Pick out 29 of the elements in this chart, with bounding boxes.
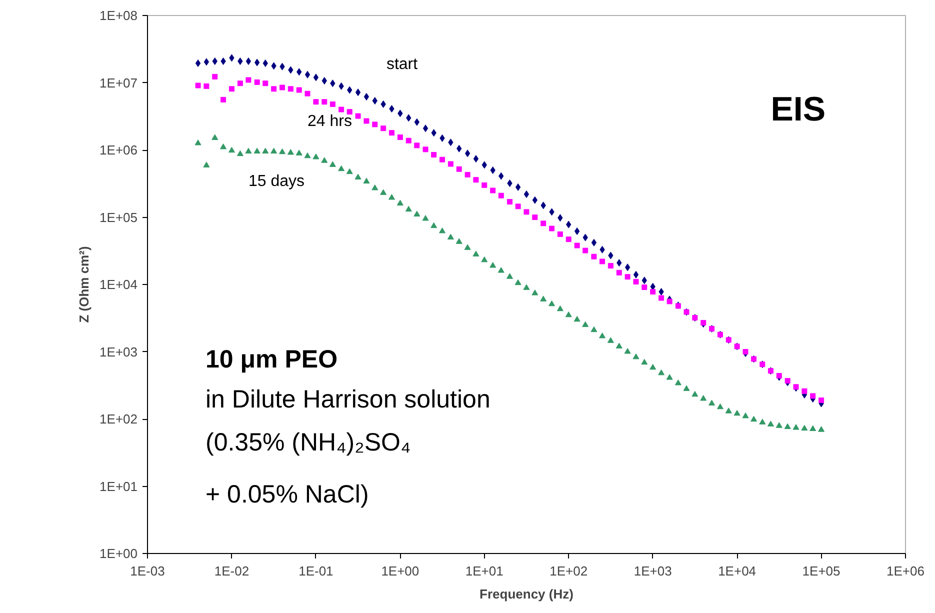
annotation: + 0.05% NaCl) (206, 480, 369, 508)
annotation: (0.35% (NH₄)₂SO₄ (206, 428, 411, 456)
x-tick-label: 1E+02 (550, 564, 588, 578)
x-tick-label: 1E+04 (718, 564, 756, 578)
y-axis-title: Z (Ohm cm²) (76, 246, 92, 323)
y-tick-label: 1E+01 (100, 478, 138, 494)
x-tick-label: 1E+03 (634, 564, 672, 578)
x-tick-label: 1E+00 (381, 564, 420, 578)
x-tick-label: 1E-01 (298, 564, 334, 578)
y-tick-label: 1E+00 (100, 546, 138, 561)
y-tick-label: 1E+04 (100, 277, 138, 292)
series-label: start (386, 56, 418, 74)
y-tick-label: 1E+05 (100, 210, 138, 225)
annotation: EIS (770, 90, 826, 128)
series-label: 15 days (248, 173, 304, 190)
y-tick-label: 1E+07 (100, 75, 138, 90)
y-tick-label: 1E+02 (100, 412, 138, 426)
annotation: in Dilute Harrison solution (206, 386, 490, 414)
y-tick-label: 1E+03 (100, 344, 138, 360)
annotation: 10 μm PEO (206, 346, 338, 374)
y-tick-label: 1E+06 (100, 142, 138, 158)
x-tick-label: 1E-02 (214, 564, 250, 578)
y-tick-label: 1E+08 (100, 8, 138, 23)
series-label: 24 hrs (308, 113, 352, 130)
x-tick-label: 1E+05 (802, 564, 840, 578)
x-tick-label: 1E+06 (886, 564, 924, 578)
x-tick-label: 1E-03 (130, 564, 165, 578)
x-tick-label: 1E+01 (465, 564, 504, 578)
x-axis-title: Frequency (Hz) (480, 586, 574, 602)
